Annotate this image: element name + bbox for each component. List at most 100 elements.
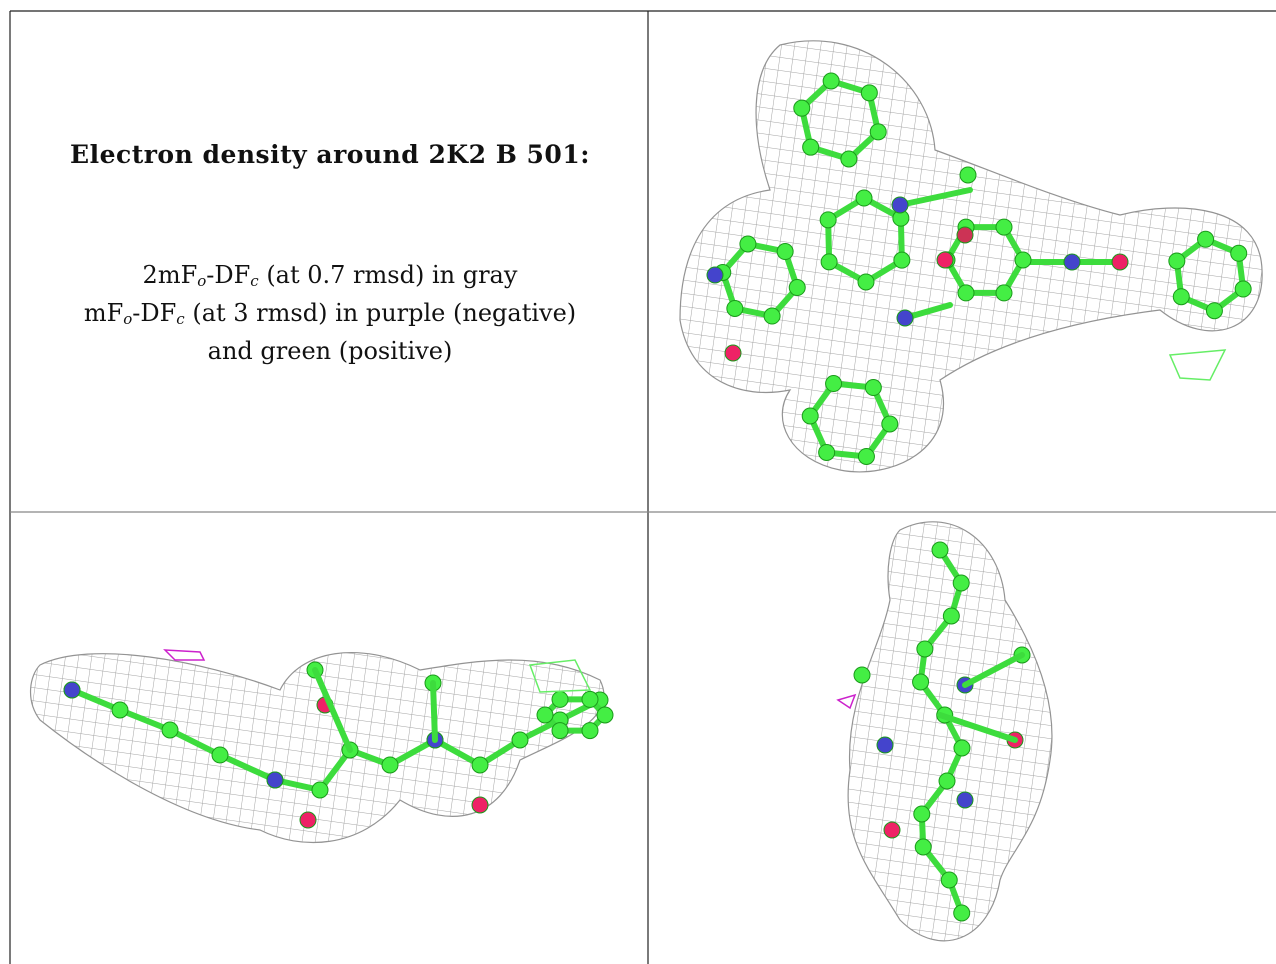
atom xyxy=(111,701,129,719)
atom xyxy=(801,407,819,425)
atom xyxy=(881,415,899,433)
bond xyxy=(217,752,278,783)
atom xyxy=(995,284,1013,302)
subscript: c xyxy=(250,272,259,290)
atom xyxy=(1230,244,1248,262)
caption-title: Electron density around 2K2 B 501: xyxy=(70,140,590,169)
atom xyxy=(161,721,179,739)
positive-density xyxy=(1168,349,1227,381)
atom xyxy=(1205,302,1223,320)
subscript: o xyxy=(197,272,207,290)
atom xyxy=(1168,252,1186,270)
negative-density xyxy=(836,693,857,710)
atom xyxy=(891,196,909,214)
bond xyxy=(937,712,1018,743)
bond xyxy=(387,737,438,768)
density-mesh xyxy=(29,652,605,844)
negative-density xyxy=(163,649,206,661)
atom xyxy=(938,772,956,790)
atom xyxy=(913,805,931,823)
atom xyxy=(953,739,971,757)
atom xyxy=(822,72,840,90)
atom xyxy=(916,640,934,658)
atom xyxy=(857,273,875,291)
atom xyxy=(788,279,806,297)
atom xyxy=(860,84,878,102)
atom xyxy=(820,253,838,271)
atom xyxy=(739,235,757,253)
caption-lines: 2mFo-DFc (at 0.7 rmsd) in gray mFo-DFc (a… xyxy=(12,256,648,370)
atom xyxy=(893,251,911,269)
caption-line: mFo-DFc (at 3 rmsd) in purple (negative) xyxy=(12,294,648,332)
atom xyxy=(1197,230,1215,248)
bond xyxy=(962,652,1025,688)
atom xyxy=(551,722,569,740)
text-run: -DF xyxy=(206,261,251,289)
atom xyxy=(876,736,894,754)
text-run: (at 3 rmsd) in purple (negative) xyxy=(184,299,577,327)
caption-line: and green (positive) xyxy=(12,332,648,370)
atom xyxy=(1111,253,1129,271)
atom xyxy=(1234,280,1252,298)
atom xyxy=(855,189,873,207)
atom xyxy=(776,243,794,261)
atom xyxy=(818,443,836,461)
atom xyxy=(825,375,843,393)
positive-density xyxy=(528,659,592,693)
subscript: c xyxy=(176,310,185,328)
text-run: (at 0.7 rmsd) in gray xyxy=(258,261,518,289)
atom xyxy=(995,218,1013,236)
atom xyxy=(959,166,977,184)
atom xyxy=(1014,251,1032,269)
atom xyxy=(596,706,614,724)
atom xyxy=(511,731,529,749)
atom xyxy=(952,574,970,592)
atom xyxy=(957,284,975,302)
atom xyxy=(311,781,329,799)
atom xyxy=(931,541,949,559)
atom xyxy=(940,871,958,889)
atom xyxy=(724,344,742,362)
atom xyxy=(956,791,974,809)
atom xyxy=(726,299,744,317)
atom xyxy=(864,379,882,397)
atom xyxy=(793,99,811,117)
atom xyxy=(883,821,901,839)
atom xyxy=(853,666,871,684)
atom xyxy=(840,150,858,168)
atom xyxy=(381,756,399,774)
atom xyxy=(1063,253,1081,271)
atom xyxy=(819,211,837,229)
atom xyxy=(211,746,229,764)
atom xyxy=(1172,288,1190,306)
atom xyxy=(63,681,81,699)
atom xyxy=(802,138,820,156)
atom xyxy=(936,251,954,269)
atom xyxy=(953,904,971,922)
atom xyxy=(581,722,599,740)
text-run: mF xyxy=(83,299,124,327)
atom xyxy=(551,690,569,708)
bond xyxy=(897,187,973,208)
bond xyxy=(432,737,483,768)
bond xyxy=(167,727,223,758)
atom xyxy=(763,307,781,325)
atom xyxy=(869,123,887,141)
atom xyxy=(299,811,317,829)
atom xyxy=(956,226,974,244)
atom xyxy=(914,838,932,856)
atom xyxy=(857,447,875,465)
bond xyxy=(312,667,353,753)
text-run: -DF xyxy=(132,299,177,327)
bond xyxy=(430,680,438,743)
caption-cell: Electron density around 2K2 B 501: 2mFo-… xyxy=(12,12,648,512)
table-borders xyxy=(9,10,1276,964)
atom xyxy=(912,673,930,691)
subscript: o xyxy=(123,310,133,328)
text-run: 2mF xyxy=(142,261,198,289)
text-run: and green (positive) xyxy=(207,337,453,365)
bond xyxy=(117,707,173,733)
atom xyxy=(536,706,554,724)
